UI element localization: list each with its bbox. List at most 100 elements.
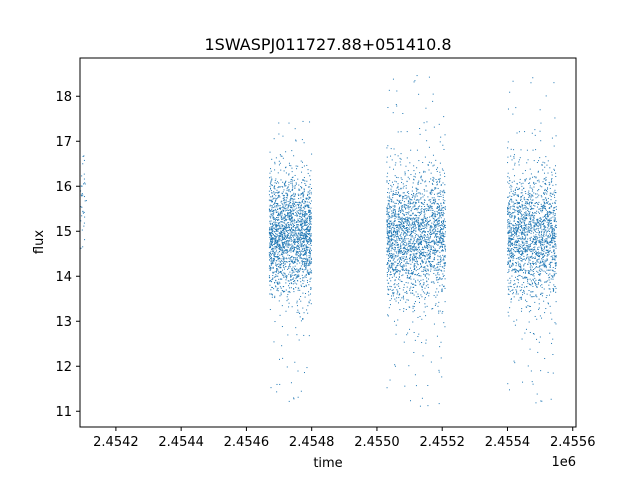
data-point xyxy=(281,200,283,202)
data-point xyxy=(407,231,409,233)
data-point xyxy=(443,285,445,287)
data-point xyxy=(516,194,518,196)
data-point xyxy=(281,221,283,223)
data-point xyxy=(297,224,299,226)
data-point xyxy=(433,258,435,260)
data-point xyxy=(404,171,406,173)
data-point xyxy=(303,188,305,190)
data-point xyxy=(271,178,273,180)
data-point xyxy=(434,267,436,269)
data-point xyxy=(276,230,278,232)
data-point xyxy=(416,208,418,210)
data-point xyxy=(402,270,404,272)
data-point xyxy=(269,280,271,282)
data-point xyxy=(389,197,391,199)
data-point xyxy=(305,237,307,239)
data-point xyxy=(418,252,420,254)
data-point xyxy=(391,248,393,250)
data-point xyxy=(437,195,439,197)
data-point xyxy=(430,209,432,211)
data-point xyxy=(423,253,425,255)
data-point xyxy=(514,233,516,235)
data-point xyxy=(398,294,400,296)
data-point xyxy=(412,202,414,204)
data-point xyxy=(392,208,394,210)
data-point xyxy=(426,258,428,260)
data-point xyxy=(553,218,555,220)
data-point xyxy=(420,214,422,216)
data-point xyxy=(433,242,435,244)
data-point xyxy=(509,260,511,262)
data-point xyxy=(299,214,301,216)
data-point xyxy=(425,268,427,270)
data-point xyxy=(83,211,85,213)
data-point xyxy=(435,187,437,189)
data-point xyxy=(435,291,437,293)
data-point xyxy=(434,231,436,233)
data-point xyxy=(438,199,440,201)
data-point xyxy=(274,202,276,204)
data-point xyxy=(423,203,425,205)
data-point xyxy=(278,191,280,193)
data-point xyxy=(270,258,272,260)
data-point xyxy=(438,369,440,371)
data-point xyxy=(404,269,406,271)
data-point xyxy=(434,243,435,245)
data-point xyxy=(403,232,405,234)
data-point xyxy=(310,261,312,263)
data-point xyxy=(545,218,547,220)
data-point xyxy=(273,212,275,214)
data-point xyxy=(270,232,272,234)
data-point xyxy=(300,233,302,235)
data-point xyxy=(269,233,271,235)
data-point xyxy=(422,220,424,222)
data-point xyxy=(401,275,403,277)
data-point xyxy=(441,270,443,272)
data-point xyxy=(423,225,425,227)
data-point xyxy=(284,234,286,236)
data-point xyxy=(295,278,297,280)
data-point xyxy=(388,268,390,270)
data-point xyxy=(269,238,271,240)
data-point xyxy=(428,233,430,235)
data-point xyxy=(279,233,281,235)
data-point xyxy=(521,254,523,256)
data-point xyxy=(407,217,409,219)
data-point xyxy=(396,239,398,241)
data-point xyxy=(403,310,405,312)
data-point xyxy=(407,243,409,245)
data-point xyxy=(282,274,284,276)
data-point xyxy=(402,265,404,267)
data-point xyxy=(417,234,419,236)
data-point xyxy=(288,181,290,183)
data-point xyxy=(418,236,420,238)
data-point xyxy=(411,208,413,210)
data-point xyxy=(402,225,404,227)
data-point xyxy=(299,194,301,196)
data-point xyxy=(309,254,311,256)
data-point xyxy=(310,252,312,254)
data-point xyxy=(291,203,293,205)
data-point xyxy=(514,193,516,195)
data-point xyxy=(424,226,426,228)
data-point xyxy=(289,263,291,265)
data-point xyxy=(515,265,517,267)
data-point xyxy=(432,252,434,254)
data-point xyxy=(288,203,290,205)
data-point xyxy=(285,237,287,239)
data-point xyxy=(389,274,391,276)
data-point xyxy=(270,199,272,201)
data-point xyxy=(403,233,405,235)
data-point xyxy=(402,248,404,250)
data-point xyxy=(288,216,290,218)
data-point xyxy=(276,240,278,242)
data-point xyxy=(514,228,516,230)
data-point xyxy=(413,351,415,353)
data-point xyxy=(438,403,440,405)
data-point xyxy=(279,235,281,237)
data-point xyxy=(423,209,425,211)
data-point xyxy=(443,257,445,259)
data-point xyxy=(438,263,440,265)
data-point xyxy=(302,261,304,263)
data-point xyxy=(526,213,528,215)
